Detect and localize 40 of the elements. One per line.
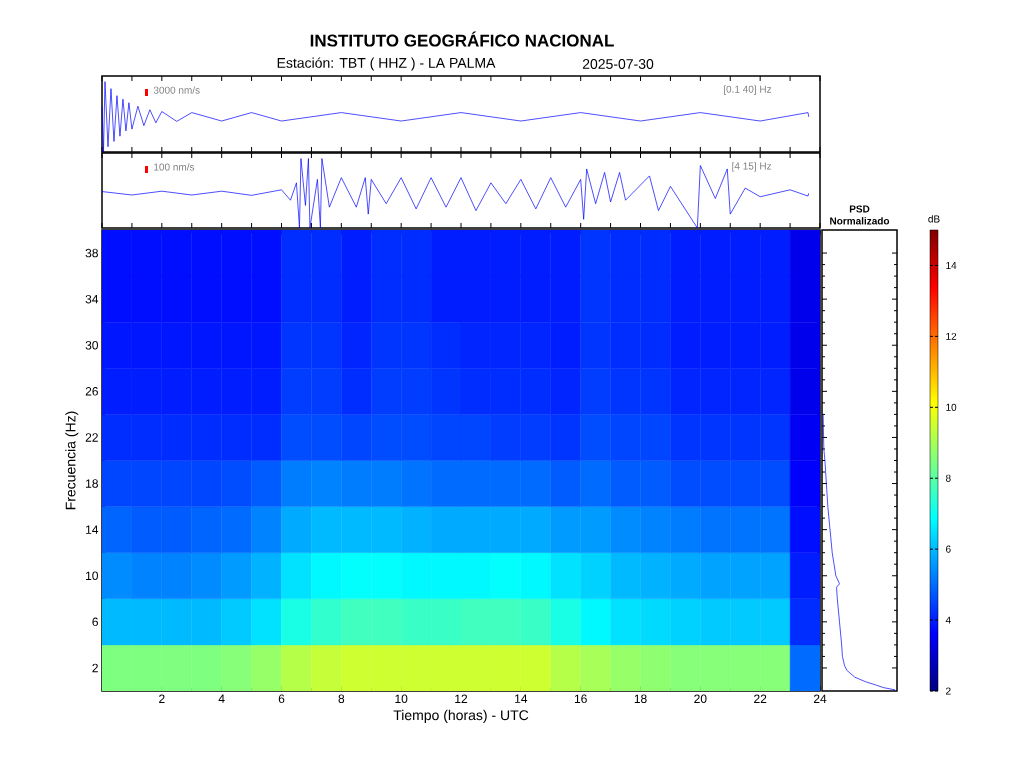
x-tick-label: 2: [159, 694, 165, 703]
color-bar-label: 10: [946, 403, 957, 411]
x-tick-label: 24: [813, 694, 827, 703]
chart-title: PSD Normalizado: [830, 205, 890, 225]
x-tick-label: 14: [515, 694, 528, 703]
y-tick-label: 18: [86, 479, 98, 488]
annotation: [0.1 40] Hz: [723, 85, 772, 95]
x-tick-label: 12: [455, 694, 468, 703]
y-tick-label: 10: [86, 571, 99, 581]
annotation: 100 nm/s: [154, 163, 195, 171]
y-tick-label: 14: [86, 525, 99, 534]
y-tick-label: 2: [92, 663, 98, 673]
annotation: [4 15] Hz: [732, 162, 772, 172]
color-bar-label: 6: [946, 545, 951, 553]
y-tick-label: 38: [85, 248, 98, 258]
color-bar-label: 12: [946, 332, 957, 340]
chart-title: INSTITUTO GEOGRÁFICO NACIONAL: [310, 31, 614, 47]
x-tick-label: 8: [338, 694, 345, 704]
color-bar-label: 4: [945, 616, 951, 624]
chart-subtitle: Estación: TBT ( HHZ ) - LA PALMA: [277, 57, 496, 71]
text: 2025-07-30: [582, 59, 654, 69]
color-bar-label: 14: [946, 262, 957, 269]
y-tick-label: 34: [85, 294, 99, 304]
color-bar-label: 2: [946, 687, 951, 695]
x-tick-label: 4: [218, 694, 225, 703]
annotation: 3000 nm/s: [153, 86, 200, 94]
color-bar-title: dB: [928, 215, 940, 223]
y-axis-title: Frecuencia (Hz): [65, 411, 79, 510]
y-tick-label: 26: [85, 387, 98, 396]
x-tick-label: 10: [395, 694, 408, 704]
x-tick-label: 16: [574, 694, 587, 704]
y-tick-label: 22: [85, 433, 98, 442]
y-tick-label: 30: [85, 341, 99, 350]
x-tick-label: 18: [634, 694, 647, 704]
x-tick-label: 6: [278, 694, 285, 704]
x-tick-label: 20: [694, 694, 707, 704]
x-axis-title: Tiempo (horas) - UTC: [393, 709, 529, 723]
x-tick-label: 22: [754, 694, 767, 703]
y-tick-label: 6: [92, 617, 98, 627]
color-bar-label: 8: [945, 474, 951, 482]
